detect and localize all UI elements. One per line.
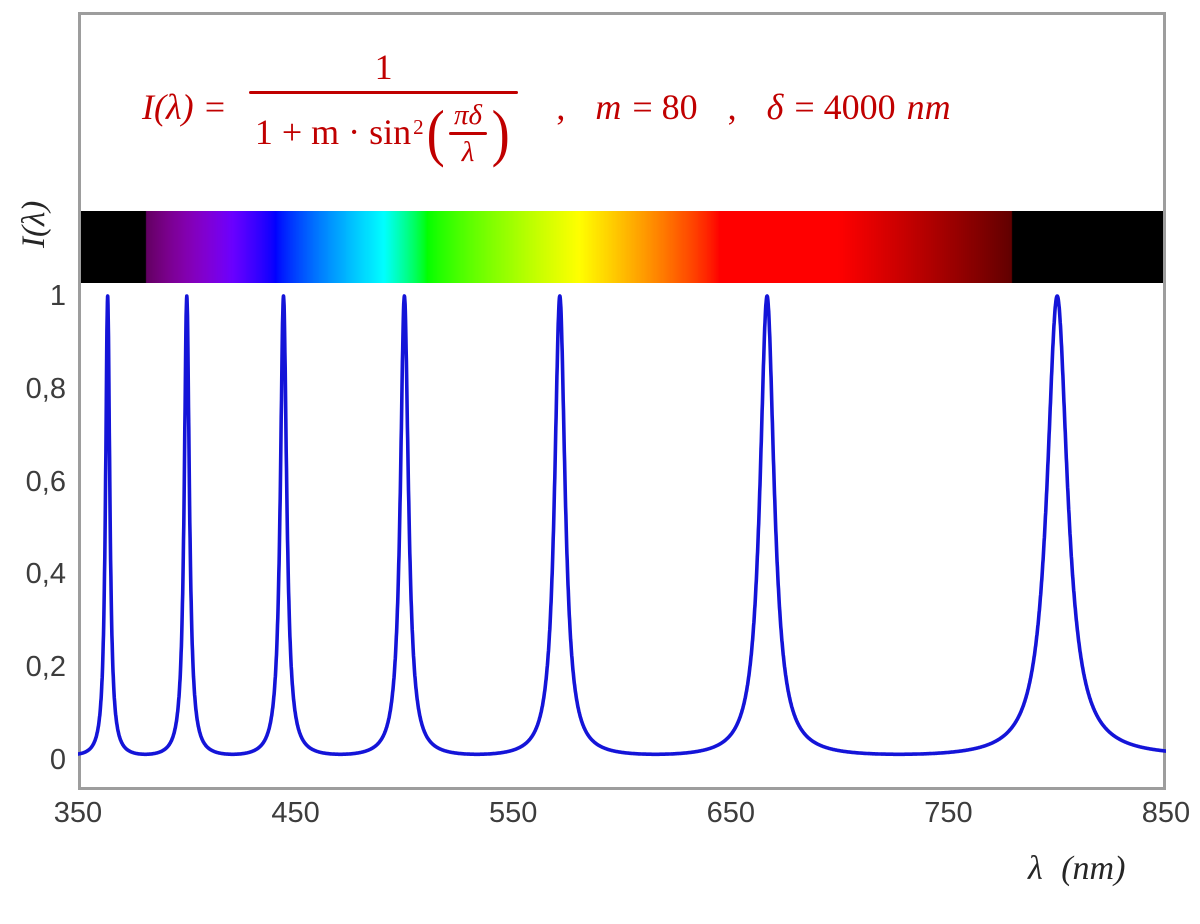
spectrum-bar <box>81 211 1163 283</box>
left-paren: ( <box>426 96 445 168</box>
denominator-text: 1 + m · sin2 <box>255 113 424 153</box>
y-tick-label: 0 <box>49 744 66 776</box>
x-tick-label: 450 <box>271 797 320 829</box>
y-tick-label: 0,6 <box>25 465 66 498</box>
param-m-value: = 80 <box>632 87 698 128</box>
fraction-denominator: 1 + m · sin2 ( πδ λ ) <box>249 94 518 167</box>
param-delta-value: = 4000 <box>794 87 896 128</box>
plot-frame <box>78 12 1166 790</box>
param-m-symbol: m <box>595 87 622 128</box>
param-delta-unit: nm <box>906 87 951 128</box>
fraction-bar <box>248 90 519 94</box>
fraction-numerator: 1 <box>374 47 393 87</box>
y-tick-label: 0,4 <box>25 558 66 591</box>
formula-main-fraction: 1 1 + m · sin2 ( πδ λ ) <box>248 47 519 167</box>
intensity-curve <box>78 294 1166 757</box>
right-paren: ) <box>491 96 510 168</box>
y-tick-label: 1 <box>49 280 66 312</box>
y-axis-title: I(λ) <box>16 200 52 248</box>
inner-numerator: πδ <box>453 98 482 131</box>
y-tick-label: 0,2 <box>25 651 66 684</box>
formula: I(λ) = 1 1 + m · sin2 ( πδ λ ) , m = 80 ,… <box>142 47 951 167</box>
param-delta: δ = 4000 nm <box>767 86 951 128</box>
den-exponent: 2 <box>413 115 424 140</box>
comma-separator: , <box>727 87 737 128</box>
inner-fraction: πδ λ <box>448 98 487 168</box>
y-tick-label: 0,8 <box>25 372 66 405</box>
x-tick-label: 850 <box>1141 797 1191 829</box>
den-prefix: 1 + m · sin <box>254 112 412 153</box>
param-m: m = 80 <box>595 86 697 128</box>
x-tick-label: 650 <box>706 797 755 829</box>
x-axis-title: λ (nm) <box>1028 850 1126 887</box>
x-tick-label: 550 <box>488 797 538 829</box>
inner-fraction-bar <box>448 132 487 135</box>
x-tick-label: 350 <box>53 797 103 829</box>
formula-parameters: , m = 80 , δ = 4000 nm <box>556 86 950 128</box>
comma-separator: , <box>556 87 566 128</box>
inner-denominator: λ <box>461 135 475 168</box>
intensity-curve-path <box>78 294 1166 757</box>
x-tick-label: 750 <box>924 797 973 829</box>
formula-lhs: I(λ) = <box>142 87 227 128</box>
param-delta-symbol: δ <box>766 87 784 128</box>
